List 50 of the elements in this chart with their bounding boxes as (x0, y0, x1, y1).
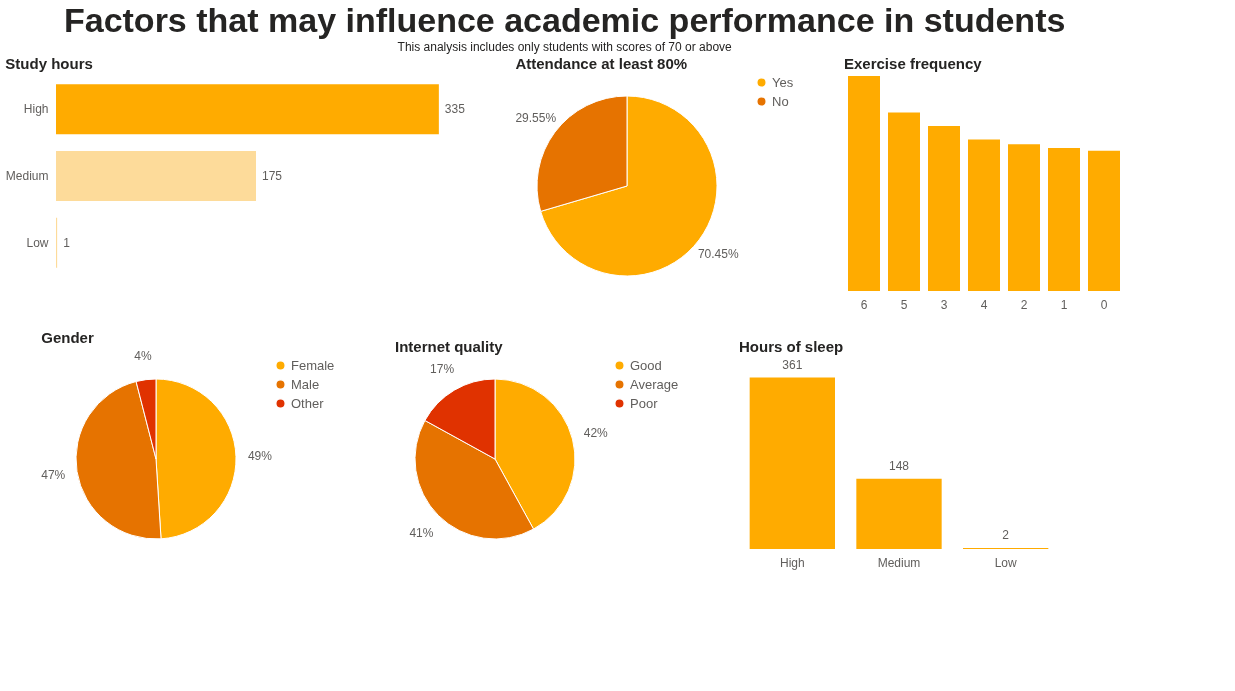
data-label: 70.45% (697, 247, 739, 262)
data-label: 4% (134, 348, 152, 363)
chart-title: Exercise frequency (844, 55, 983, 72)
bar (928, 125, 960, 291)
x-tick-label: Medium (877, 555, 921, 570)
bar (848, 76, 880, 291)
bar (1048, 148, 1080, 291)
data-label: 1 (63, 235, 71, 250)
chart-title: Internet quality (395, 338, 504, 355)
legend-label: No (772, 93, 789, 109)
legend-label: Yes (772, 74, 794, 90)
y-tick-label: Medium (5, 169, 49, 183)
data-label: 2 (1002, 528, 1010, 543)
data-label: 42% (583, 426, 609, 441)
y-tick-label: High (23, 102, 49, 117)
text: Factors that may influence academic performance in students (63, 1, 1066, 39)
x-tick-label: 6 (860, 297, 868, 312)
data-label: 47% (41, 468, 66, 483)
legend-label: Poor (630, 395, 659, 411)
chart-title: Study hours (5, 55, 93, 72)
x-tick-label: 0 (1100, 297, 1108, 312)
data-label: 148 (888, 458, 910, 473)
data-label: 361 (782, 357, 803, 372)
chart-title: Gender (41, 328, 94, 346)
data-label: 175 (262, 169, 283, 183)
x-tick-label: High (779, 555, 805, 570)
data-label: 335 (444, 102, 466, 117)
x-tick-label: 4 (980, 297, 988, 312)
bar (968, 139, 1000, 291)
legend-label: Male (291, 376, 320, 392)
data-label: 17% (430, 362, 455, 377)
data-label: 41% (409, 525, 434, 540)
x-tick-label: 5 (900, 297, 908, 312)
chart-title: Hours of sleep (739, 337, 844, 355)
x-tick-label: 3 (940, 297, 948, 312)
legend-label: Other (291, 395, 325, 411)
data-label: 29.55% (515, 110, 557, 125)
legend-label: Good (630, 357, 662, 373)
bar (1088, 150, 1120, 291)
chart-title: Attendance at least 80% (515, 55, 688, 72)
bar (888, 112, 920, 291)
text: This analysis includes only students with scores of 70 or above (397, 40, 733, 54)
x-tick-label: Low (994, 555, 1018, 570)
data-label: 49% (247, 448, 273, 463)
legend-label: Female (291, 357, 335, 373)
x-tick-label: 1 (1060, 297, 1068, 312)
x-tick-label: 2 (1020, 297, 1028, 312)
y-tick-label: Low (26, 235, 49, 250)
bar (1008, 144, 1040, 291)
legend-label: Average (630, 376, 679, 392)
